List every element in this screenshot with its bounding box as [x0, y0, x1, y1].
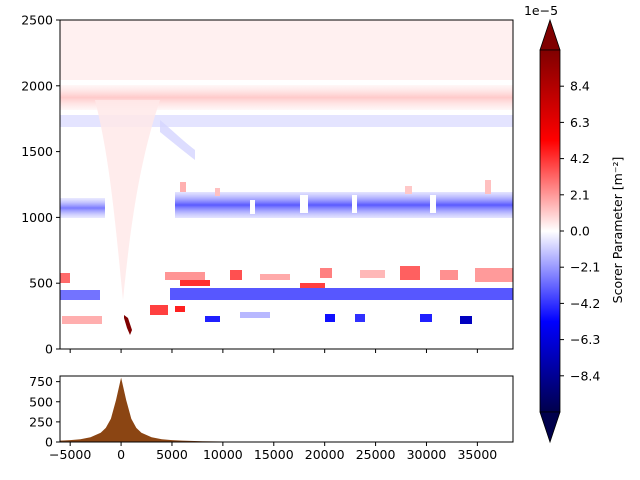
colorbar-extend-max	[539, 18, 561, 51]
terrain-y-tick-label: 0	[45, 435, 53, 450]
upper-weak-positive-region	[60, 20, 513, 80]
heatmap-y-tick-label: 2000	[21, 78, 53, 93]
colorbar-tick-label: −6.3	[570, 332, 600, 347]
heatmap-y-axis: 0 500 1000 1500 2000 2500	[21, 13, 60, 357]
colorbar-tick-label: −2.1	[570, 260, 600, 275]
colorbar-tick-label: −4.2	[570, 296, 600, 311]
negative-band-1100-left	[60, 198, 105, 218]
heatmap-x-axis	[69, 349, 478, 353]
colorbar-gradient	[539, 49, 561, 413]
terrain-x-tick-label: 35000	[457, 447, 497, 462]
terrain-frame	[59, 375, 514, 443]
terrain-x-tick-label: 30000	[407, 447, 447, 462]
terrain-area	[60, 377, 513, 442]
speckle-1100	[180, 180, 491, 214]
terrain-x-tick-label: −5000	[49, 447, 91, 462]
colorbar-tick-label: 4.2	[570, 151, 590, 166]
colorbar-extend-min	[539, 411, 561, 444]
heatmap-y-tick-label: 1500	[21, 144, 53, 159]
colorbar-label: Scorer Parameter [m⁻²]	[610, 157, 625, 304]
speckle-500	[60, 266, 513, 288]
terrain-x-tick-label: 5000	[156, 447, 188, 462]
terrain-x-tick-label: 10000	[203, 447, 243, 462]
speckle-300	[62, 305, 472, 324]
heatmap-y-tick-label: 2500	[21, 13, 53, 28]
negative-band-430-left	[60, 290, 100, 300]
heatmap-frame	[59, 19, 514, 350]
heatmap-y-tick-label: 1000	[21, 210, 53, 225]
colorbar-tick-label: 6.3	[570, 115, 590, 130]
colorbar-tick-label: −8.4	[570, 368, 600, 383]
terrain-x-tick-label: 15000	[254, 447, 294, 462]
colorbar-tick-label: 0.0	[570, 224, 590, 239]
lee-wave-negative	[160, 120, 195, 160]
heatmap-y-tick-label: 0	[45, 342, 53, 357]
negative-band-430	[170, 288, 513, 300]
negative-band-1100	[175, 192, 513, 218]
extreme-positive-spot	[124, 315, 132, 335]
colorbar-tick-label: 8.4	[570, 79, 590, 94]
colorbar: 1e−5 −8.4 −6.3 −4.2 −2.1 0.0 2.1 4.2 6.3 8.4 Sco…	[524, 3, 625, 444]
terrain-x-axis: −5000 0 5000 10000 15000 20000 25000 30000 35000	[49, 442, 497, 462]
colorbar-tick-label: 2.1	[570, 187, 590, 202]
negative-band-1750	[60, 115, 513, 127]
terrain-x-tick-label: 0	[117, 447, 125, 462]
heatmap-field	[60, 20, 513, 335]
terrain-x-tick-label: 25000	[356, 447, 396, 462]
ridge-plume	[95, 100, 160, 300]
terrain-y-axis: 0 250 500 750	[29, 374, 60, 450]
heatmap-panel: 0 500 1000 1500 2000 2500	[21, 13, 514, 357]
heatmap-y-tick-label: 500	[29, 276, 53, 291]
colorbar-offset-text: 1e−5	[524, 3, 558, 18]
terrain-y-tick-label: 250	[29, 414, 53, 429]
colorbar-ticks: −8.4 −6.3 −4.2 −2.1 0.0 2.1 4.2 6.3 8.4	[560, 79, 600, 383]
terrain-x-tick-label: 20000	[305, 447, 345, 462]
terrain-y-tick-label: 750	[29, 374, 53, 389]
terrain-y-tick-label: 500	[29, 394, 53, 409]
